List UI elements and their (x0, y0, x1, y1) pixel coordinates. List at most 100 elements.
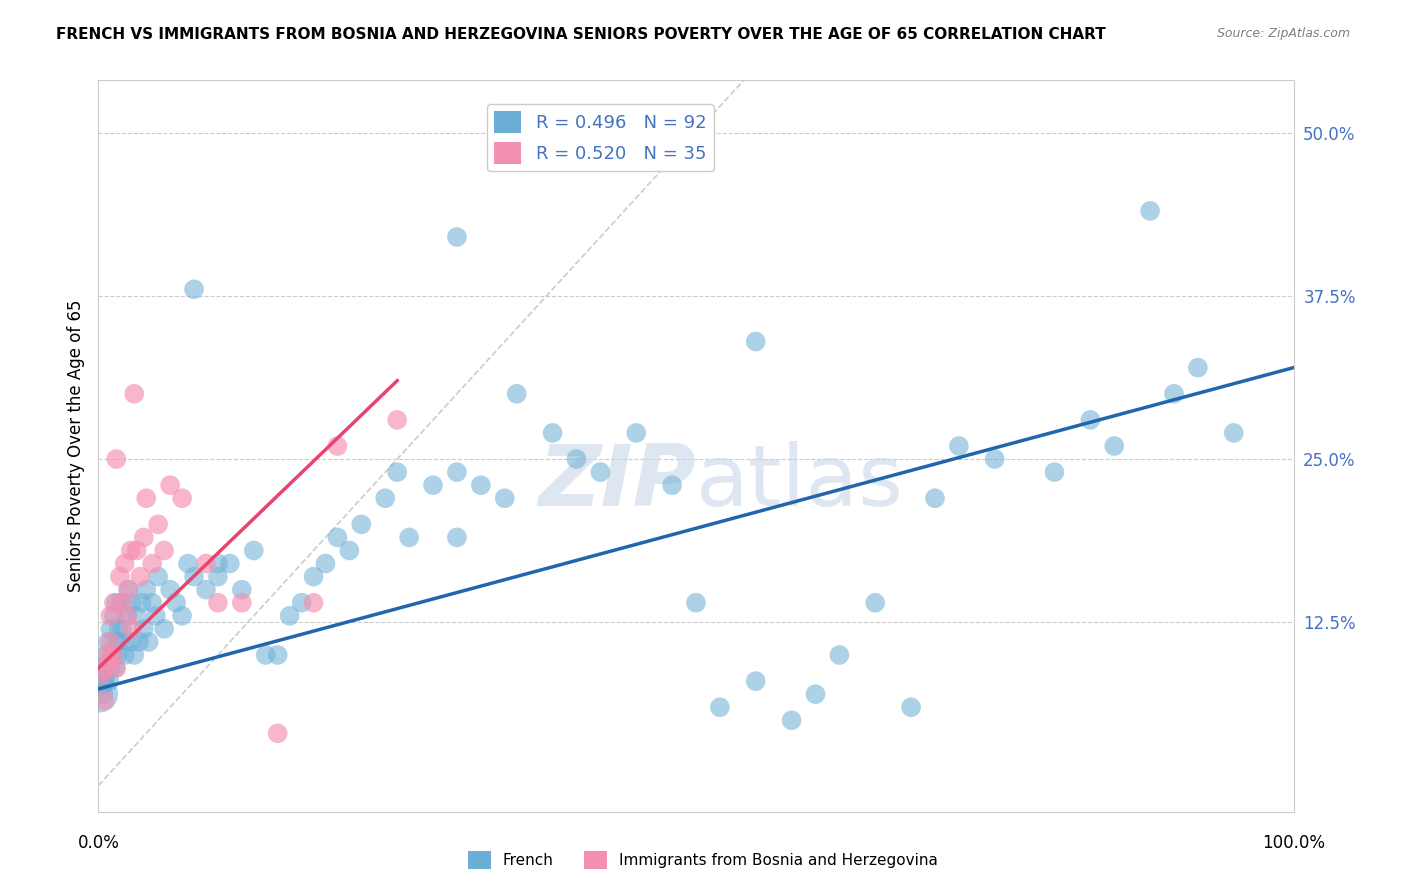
Point (107, 648, 129, 662)
Point (780, 714, 803, 728)
Point (267, 648, 290, 662)
Point (267, 726, 290, 740)
Point (94, 648, 117, 662)
Point (1187, 360, 1209, 375)
Point (138, 635, 160, 649)
Point (131, 596, 153, 610)
Point (159, 582, 181, 597)
Point (685, 596, 707, 610)
Point (105, 596, 128, 610)
Point (589, 465, 612, 479)
Point (172, 608, 194, 623)
Point (135, 491, 157, 506)
Point (104, 661, 127, 675)
Point (302, 596, 325, 610)
Point (291, 596, 314, 610)
Y-axis label: Seniors Poverty Over the Age of 65: Seniors Poverty Over the Age of 65 (66, 300, 84, 592)
Point (101, 648, 124, 662)
Text: atlas: atlas (696, 441, 904, 524)
Point (129, 569, 152, 583)
Point (159, 478, 181, 492)
Point (91, 667, 114, 681)
Point (828, 648, 851, 662)
Point (125, 543, 148, 558)
Point (195, 582, 218, 597)
Point (207, 596, 229, 610)
Point (948, 439, 970, 453)
Point (661, 478, 683, 492)
Point (1080, 413, 1102, 427)
Point (120, 635, 142, 649)
Point (207, 569, 229, 583)
Point (98, 674, 121, 689)
Point (254, 648, 277, 662)
Point (89, 687, 111, 701)
Point (105, 635, 128, 649)
Point (541, 425, 564, 440)
Point (506, 386, 529, 401)
Point (121, 596, 143, 610)
Point (121, 622, 143, 636)
Point (626, 425, 648, 440)
Point (183, 569, 205, 583)
Point (1139, 203, 1161, 218)
Point (111, 622, 134, 636)
Point (1163, 386, 1185, 401)
Point (494, 491, 516, 506)
Point (243, 543, 266, 558)
Point (374, 491, 396, 506)
Point (148, 517, 170, 532)
Point (98, 635, 122, 649)
Point (124, 648, 146, 662)
Text: FRENCH VS IMMIGRANTS FROM BOSNIA AND HERZEGOVINA SENIORS POVERTY OVER THE AGE OF: FRENCH VS IMMIGRANTS FROM BOSNIA AND HER… (56, 27, 1107, 42)
Point (141, 557, 163, 571)
Point (97, 648, 120, 662)
Point (135, 582, 157, 597)
Point (183, 282, 205, 296)
Point (125, 608, 148, 623)
Point (105, 452, 128, 467)
Point (91, 661, 114, 675)
Legend: R = 0.496   N = 92, R = 0.520   N = 35: R = 0.496 N = 92, R = 0.520 N = 35 (486, 104, 714, 171)
Point (231, 582, 253, 597)
Point (132, 622, 155, 636)
Point (1104, 439, 1126, 453)
Point (98, 655, 121, 669)
Point (446, 465, 468, 479)
Point (108, 635, 131, 649)
Point (114, 557, 136, 571)
Point (900, 700, 922, 714)
Legend: French, Immigrants from Bosnia and Herzegovina: French, Immigrants from Bosnia and Herze… (461, 845, 945, 875)
Text: ZIP: ZIP (538, 441, 696, 524)
Point (93, 674, 115, 689)
Point (141, 596, 163, 610)
Point (350, 517, 373, 532)
Text: 100.0%: 100.0% (1263, 834, 1324, 852)
Point (153, 543, 176, 558)
Point (984, 452, 1007, 467)
Point (128, 635, 150, 649)
Point (101, 648, 124, 662)
Point (145, 608, 167, 623)
Point (115, 608, 138, 623)
Point (91, 687, 114, 701)
Point (177, 557, 200, 571)
Point (117, 582, 139, 597)
Point (105, 661, 128, 675)
Text: Source: ZipAtlas.com: Source: ZipAtlas.com (1216, 27, 1350, 40)
Point (302, 569, 325, 583)
Point (398, 530, 420, 544)
Point (96, 661, 118, 675)
Point (153, 622, 176, 636)
Point (207, 557, 229, 571)
Text: 0.0%: 0.0% (77, 834, 120, 852)
Point (339, 543, 361, 558)
Point (103, 596, 125, 610)
Point (98, 608, 122, 623)
Point (865, 596, 887, 610)
Point (124, 386, 146, 401)
Point (148, 569, 170, 583)
Point (422, 478, 444, 492)
Point (924, 491, 946, 506)
Point (565, 452, 588, 467)
